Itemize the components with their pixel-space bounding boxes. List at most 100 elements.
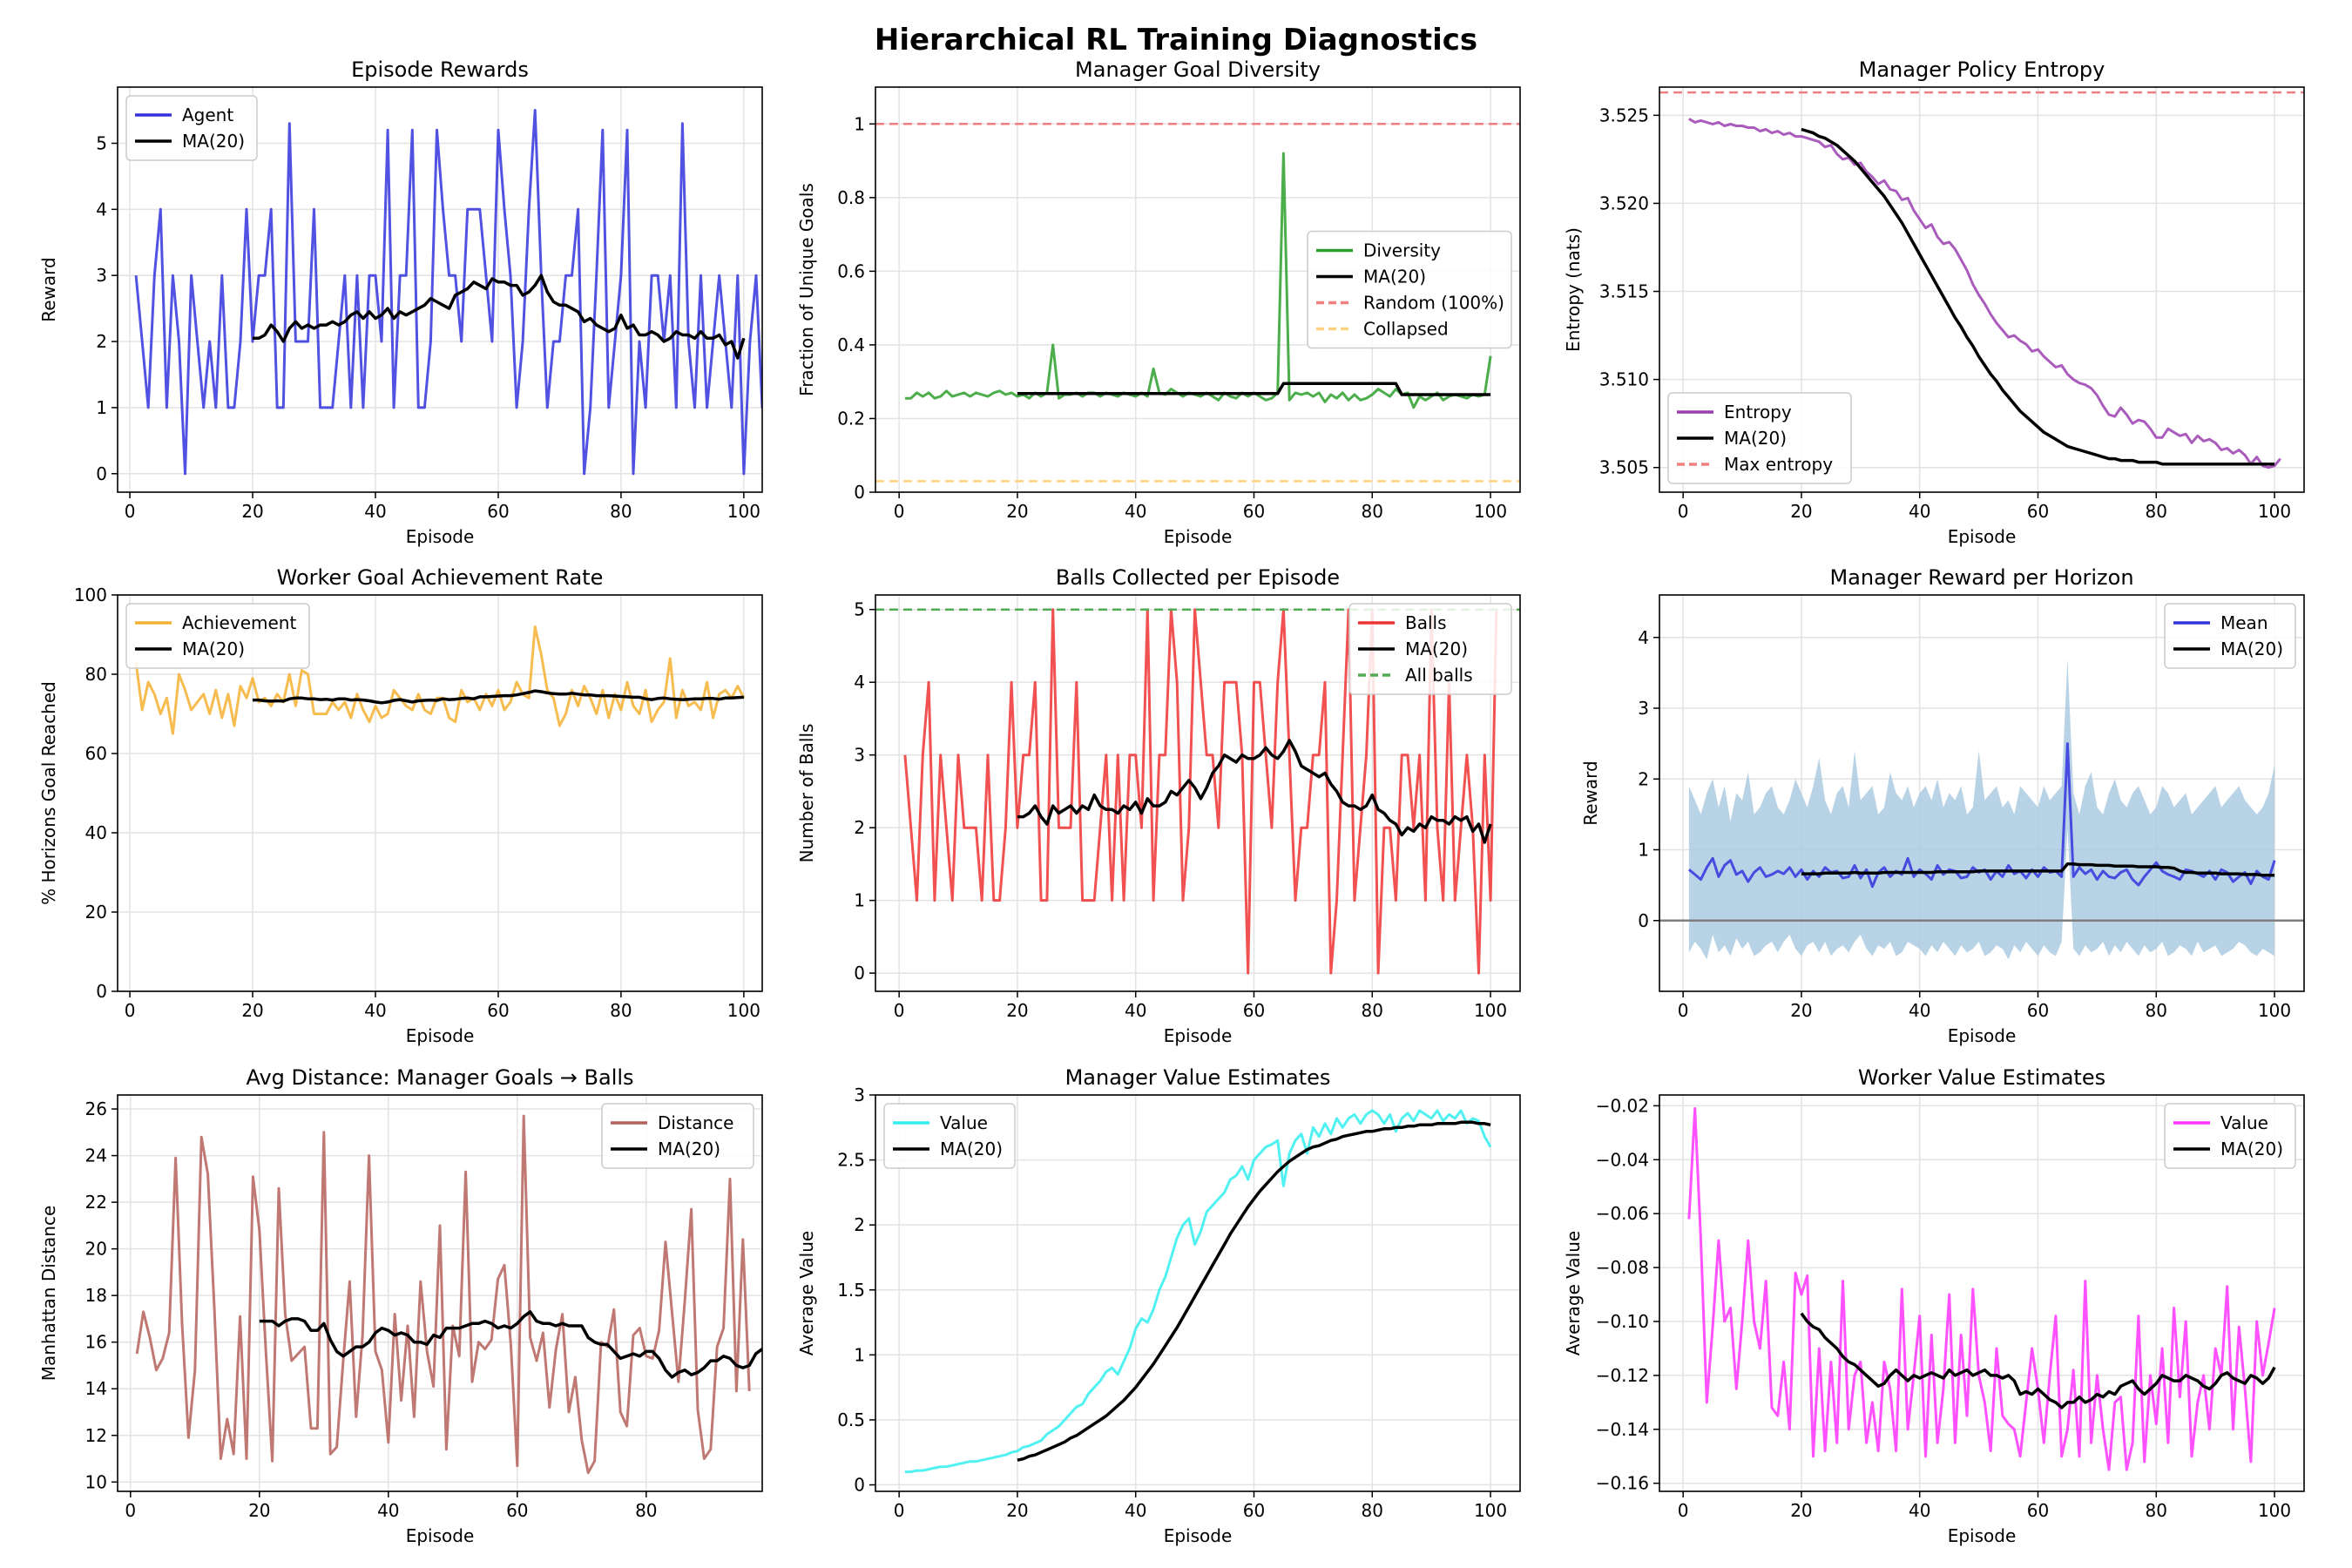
- chart-title: Episode Rewards: [351, 57, 529, 82]
- x-tick-label: 100: [2258, 1000, 2291, 1021]
- x-tick-label: 80: [1362, 501, 1383, 522]
- y-tick-label: 22: [85, 1192, 107, 1213]
- legend-box: [1348, 603, 1512, 695]
- y-tick-label: 1: [854, 1344, 865, 1365]
- legend-label: All balls: [1405, 665, 1473, 686]
- x-tick-label: 100: [727, 501, 760, 522]
- y-tick-label: 100: [74, 585, 107, 605]
- y-tick-label: 14: [85, 1378, 107, 1399]
- y-tick-label: 3: [96, 265, 107, 286]
- x-tick-label: 60: [2027, 1500, 2049, 1521]
- chart-title: Worker Value Estimates: [1858, 1065, 2105, 1090]
- chart-panel-5: 0 20 40 60 80 100 0 1 2 3 4 5 Balls Collected per Ep…: [796, 565, 1521, 1046]
- axes-frame: [117, 86, 763, 493]
- series-line-0: [1687, 1107, 2276, 1471]
- x-tick-label: 80: [1362, 1000, 1383, 1021]
- y-tick-label: −0.14: [1596, 1419, 1649, 1440]
- legend-label: MA(20): [182, 639, 245, 659]
- x-tick-label: 40: [377, 1500, 399, 1521]
- x-tick-label: 60: [1243, 1000, 1265, 1021]
- y-tick-label: 5: [96, 132, 107, 153]
- y-tick-label: 0.5: [837, 1409, 865, 1430]
- x-tick-label: 80: [2146, 1000, 2167, 1021]
- y-tick-label: 3.510: [1599, 369, 1649, 390]
- legend-label: Random (100%): [1363, 293, 1504, 314]
- legend-label: Max entropy: [1724, 454, 1833, 475]
- legend-label: MA(20): [1363, 267, 1426, 287]
- x-tick-label: 0: [894, 1000, 905, 1021]
- axes-frame: [875, 1094, 1521, 1492]
- x-tick-label: 100: [1474, 1000, 1507, 1021]
- y-tick-label: 3: [854, 1085, 865, 1105]
- legend-label: MA(20): [182, 131, 245, 152]
- x-tick-label: 60: [2027, 501, 2049, 522]
- y-tick-label: −0.08: [1596, 1257, 1649, 1278]
- y-tick-label: 80: [85, 664, 107, 685]
- legend-box: [2164, 603, 2296, 669]
- plot-area: [134, 109, 762, 476]
- y-axis-label: Average Value: [796, 1231, 817, 1355]
- chart-title: Manager Policy Entropy: [1859, 57, 2105, 82]
- legend-label: MA(20): [940, 1139, 1003, 1159]
- y-tick-label: 16: [85, 1332, 107, 1353]
- x-tick-label: 40: [364, 501, 386, 522]
- legend: Diversity MA(20) Random (100%) Collapsed: [1307, 230, 1512, 349]
- y-tick-label: 1: [854, 890, 865, 911]
- y-axis-label: Fraction of Unique Goals: [796, 183, 817, 396]
- x-tick-label: 100: [1474, 501, 1507, 522]
- y-axis-label: % Horizons Goal Reached: [38, 681, 59, 905]
- legend-box: [1667, 392, 1852, 484]
- x-tick-label: 20: [1790, 1500, 1812, 1521]
- chart-panel-2: 0 20 40 60 80 100 0 0.2 0.4 0.6 0.8 1 Manager Goal D…: [796, 57, 1521, 547]
- y-tick-label: −0.06: [1596, 1203, 1649, 1224]
- x-axis-label: Episode: [1164, 526, 1233, 547]
- legend-label: Value: [2220, 1112, 2268, 1133]
- axes-frame: [1659, 594, 2305, 992]
- legend-label: Balls: [1405, 612, 1447, 633]
- y-axis-label: Manhattan Distance: [38, 1206, 59, 1382]
- legend-box: [2164, 1103, 2296, 1169]
- plot-area: [904, 1109, 1492, 1474]
- x-axis-label: Episode: [1948, 1525, 2017, 1546]
- series-line-0: [903, 608, 1498, 975]
- y-tick-label: 0: [96, 463, 107, 484]
- x-tick-label: 60: [487, 501, 509, 522]
- chart-panel-3: 0 20 40 60 80 100 3.505 3.510 3.515 3.520 3.525 Man…: [1563, 57, 2305, 547]
- x-tick-label: 60: [506, 1500, 528, 1521]
- y-tick-label: −0.16: [1596, 1473, 1649, 1494]
- x-tick-label: 80: [610, 501, 632, 522]
- x-tick-label: 100: [727, 1000, 760, 1021]
- x-tick-label: 40: [1125, 1500, 1146, 1521]
- legend: Agent MA(20): [125, 95, 258, 161]
- legend-label: Diversity: [1363, 240, 1441, 261]
- chart-title: Balls Collected per Episode: [1056, 565, 1340, 590]
- y-tick-label: 0: [854, 963, 865, 983]
- legend-label: MA(20): [2220, 1139, 2283, 1159]
- plot-area: [134, 625, 746, 735]
- y-tick-label: −0.10: [1596, 1311, 1649, 1332]
- x-axis-label: Episode: [406, 1025, 475, 1046]
- y-tick-label: 3.505: [1599, 457, 1649, 478]
- plot-area: [1687, 1107, 2276, 1471]
- chart-title: Worker Goal Achievement Rate: [277, 565, 604, 590]
- y-tick-label: 4: [1638, 627, 1649, 648]
- x-tick-label: 20: [241, 501, 263, 522]
- chart-panel-6: 0 20 40 60 80 100 0 1 2 3 4 Manager Reward per Hori…: [1580, 565, 2305, 1046]
- legend: Distance MA(20): [601, 1103, 754, 1169]
- y-tick-label: 0: [854, 1475, 865, 1496]
- x-tick-label: 80: [1362, 1500, 1383, 1521]
- chart-panel-4: 0 20 40 60 80 100 0 20 40 60 80 100 Worker Goal Achi…: [38, 565, 763, 1046]
- y-tick-label: 24: [85, 1146, 107, 1166]
- series-line-1: [1801, 862, 2275, 877]
- x-tick-label: 20: [1790, 1000, 1812, 1021]
- y-tick-label: 3: [854, 745, 865, 766]
- x-tick-label: 40: [1909, 501, 1930, 522]
- x-axis-label: Episode: [1164, 1525, 1233, 1546]
- y-tick-label: 2.5: [837, 1150, 865, 1171]
- series-line-1: [259, 1310, 762, 1379]
- series-line-0: [1688, 118, 2281, 470]
- y-tick-label: 0.4: [837, 335, 865, 355]
- plot-area: [135, 1114, 762, 1475]
- chart-title: Avg Distance: Manager Goals → Balls: [246, 1065, 633, 1090]
- y-tick-label: 3.525: [1599, 105, 1649, 125]
